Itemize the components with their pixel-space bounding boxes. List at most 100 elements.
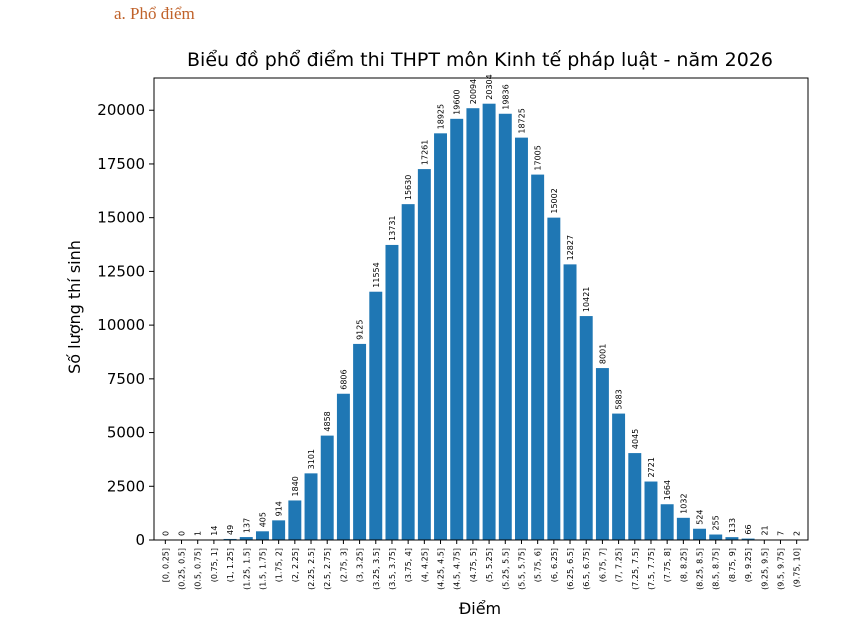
x-axis-ticks: [0, 0.25] (0.25, 0.5] (0.5, 0.75] (0.75, 1]… — [161, 540, 802, 590]
x-tick-label: (7, 7.25] — [615, 548, 624, 582]
bar — [709, 534, 723, 540]
bar — [547, 217, 561, 540]
x-tick-label: (0.25, 0.5] — [178, 548, 187, 590]
x-tick-label: (0.5, 0.75] — [194, 548, 203, 590]
bar — [434, 133, 447, 540]
bar-value-label: 9125 — [356, 320, 365, 340]
bar-value-label: 19600 — [453, 89, 462, 114]
data-labels-group: 0 0 1 14 49 137 405 914 1840 3101 4858 6806 9125 1155… — [161, 74, 801, 536]
bar-value-label: 7 — [776, 531, 785, 536]
bar-value-label: 4045 — [631, 429, 640, 449]
bar-value-label: 2 — [793, 531, 802, 536]
x-tick-label: (8.5, 8.75] — [712, 548, 721, 590]
x-tick-label: (9.5, 9.75] — [776, 548, 785, 590]
y-tick-label: 17500 — [97, 155, 145, 173]
bar-value-label: 18925 — [437, 104, 446, 129]
bar-value-label: 255 — [712, 515, 721, 530]
bar — [482, 103, 496, 540]
x-tick-label: (2.25, 2.5] — [307, 548, 316, 590]
x-tick-label: (9.75, 10] — [793, 548, 802, 587]
x-tick-label: (6.75, 7] — [598, 548, 607, 582]
x-tick-label: (6.5, 6.75] — [582, 548, 591, 590]
bar — [336, 393, 350, 540]
bar — [255, 531, 269, 540]
bar-value-label: 914 — [275, 501, 284, 516]
x-tick-label: (2.5, 2.75] — [323, 548, 332, 590]
bar — [466, 108, 480, 541]
x-tick-label: (1.5, 1.75] — [258, 548, 267, 590]
bar-value-label: 2721 — [647, 457, 656, 477]
bar — [660, 504, 674, 540]
bar — [531, 174, 545, 540]
y-axis-ticks: 0 2500 5000 7500 10000 12500 15000 17500 20000 — [97, 101, 154, 549]
x-tick-label: (7.25, 7.5] — [631, 548, 640, 590]
bar-value-label: 14 — [210, 526, 219, 536]
bar — [320, 435, 334, 540]
bar — [515, 137, 528, 540]
bar — [385, 244, 399, 540]
bar-value-label: 13731 — [388, 215, 397, 240]
y-tick-label: 15000 — [97, 209, 145, 227]
y-tick-label: 7500 — [107, 370, 145, 388]
bar-value-label: 4858 — [323, 411, 332, 431]
bar — [417, 169, 431, 540]
bar-value-label: 8001 — [598, 344, 607, 364]
x-tick-label: (3.75, 4] — [404, 548, 413, 582]
chart-title: Biểu đồ phổ điểm thi THPT môn Kinh tế ph… — [187, 49, 773, 71]
x-tick-label: (7.75, 8] — [663, 548, 672, 582]
bar-value-label: 3101 — [307, 449, 316, 469]
bar-value-label: 19836 — [501, 84, 510, 109]
x-tick-label: (5.75, 6] — [534, 548, 543, 582]
bar — [741, 538, 755, 540]
bar — [272, 520, 286, 540]
bar — [450, 118, 464, 540]
x-tick-label: (6.25, 6.5] — [566, 548, 575, 590]
x-tick-label: (8.75, 9] — [728, 548, 737, 582]
bar-value-label: 133 — [728, 518, 737, 533]
x-tick-label: (7.5, 7.75] — [647, 548, 656, 590]
bar-value-label: 21 — [760, 525, 769, 535]
bar — [693, 528, 707, 540]
x-tick-label: (3, 3.25] — [356, 548, 365, 582]
y-tick-label: 12500 — [97, 262, 145, 280]
x-tick-label: (4.5, 4.75] — [453, 548, 462, 590]
x-tick-label: (2, 2.25] — [291, 548, 300, 582]
bar-value-label: 12827 — [566, 235, 575, 260]
y-tick-label: 5000 — [107, 424, 145, 442]
x-tick-label: [0, 0.25] — [161, 548, 170, 582]
bar — [563, 264, 577, 540]
x-tick-label: (9.25, 9.5] — [760, 548, 769, 590]
bar-value-label: 18725 — [517, 108, 526, 133]
x-tick-label: (8, 8.25] — [679, 548, 688, 582]
x-tick-label: (1.25, 1.5] — [242, 548, 251, 590]
section-heading: a. Phổ điểm — [114, 4, 195, 23]
plot-frame — [153, 77, 809, 541]
bar-value-label: 405 — [258, 512, 267, 527]
y-tick-label: 0 — [135, 531, 145, 549]
bar — [288, 500, 302, 540]
bar-value-label: 66 — [744, 524, 753, 534]
x-tick-label: (3.25, 3.5] — [372, 548, 381, 590]
bar — [612, 413, 626, 540]
bar-value-label: 0 — [161, 531, 170, 536]
y-tick-label: 20000 — [97, 101, 145, 119]
bar-value-label: 0 — [178, 531, 187, 536]
bar-value-label: 5883 — [615, 389, 624, 409]
x-tick-label: (8.25, 8.5] — [696, 548, 705, 590]
x-tick-label: (2.75, 3] — [339, 548, 348, 582]
bar — [498, 113, 512, 540]
bar — [579, 316, 593, 540]
x-tick-label: (5.25, 5.5] — [501, 548, 510, 590]
x-tick-label: (4.25, 4.5] — [437, 548, 446, 590]
x-axis-label: Điểm — [459, 599, 501, 618]
bar-value-label: 524 — [696, 509, 705, 524]
bar-value-label: 17005 — [534, 145, 543, 170]
bar-value-label: 1664 — [663, 480, 672, 500]
x-tick-label: (1, 1.25] — [226, 548, 235, 582]
bar-value-label: 10421 — [582, 287, 591, 312]
bar — [628, 453, 642, 540]
x-tick-label: (1.75, 2] — [275, 548, 284, 582]
x-tick-label: (5.5, 5.75] — [517, 548, 526, 590]
bar — [369, 291, 383, 540]
